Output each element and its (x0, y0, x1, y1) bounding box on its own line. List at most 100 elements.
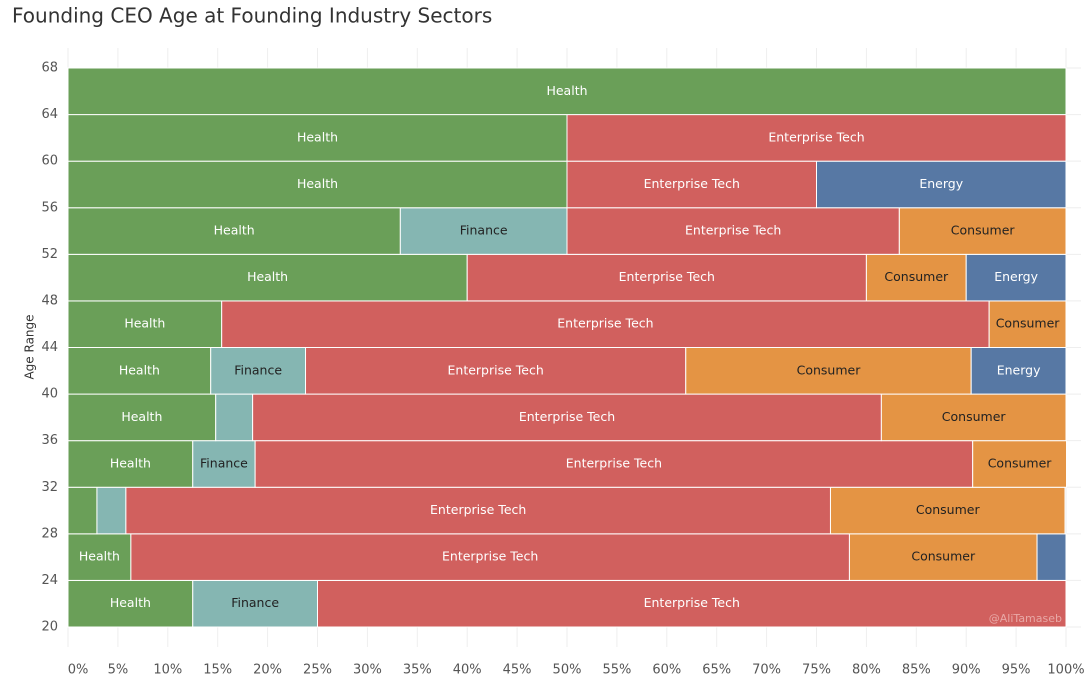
x-tick-label: 10% (153, 663, 182, 678)
x-tick-label: 70% (752, 663, 781, 678)
segment-label: Enterprise Tech (685, 223, 781, 238)
bar-segment (67, 160, 568, 209)
bar-segment (192, 579, 318, 628)
x-tick-label: 35% (403, 663, 432, 678)
y-tick-label: 40 (41, 387, 58, 402)
segment-label: Consumer (996, 316, 1061, 331)
bar-segment (130, 533, 850, 581)
segment-label: Health (110, 455, 151, 470)
segment-label: Consumer (797, 362, 862, 377)
bar-segment (67, 300, 223, 348)
segment-label: Health (247, 269, 288, 284)
x-tick-label: 30% (353, 663, 382, 678)
x-tick-label: 55% (602, 663, 631, 678)
x-tick-label: 60% (652, 663, 681, 678)
bar-segment (988, 300, 1067, 348)
bar-segment (685, 347, 972, 395)
bar-segment (67, 207, 401, 255)
bar-segment (399, 207, 568, 255)
bar-segment (67, 393, 217, 442)
y-tick-label: 20 (41, 620, 58, 635)
bar-segment (965, 253, 1067, 302)
y-tick-label: 28 (41, 526, 58, 541)
bar-segment (317, 579, 1067, 628)
x-tick-label: 80% (852, 663, 881, 678)
bar-segment (67, 253, 468, 302)
x-tick-label: 50% (553, 663, 582, 678)
y-axis-title: Age Range (23, 314, 37, 379)
segment-label: Health (546, 83, 587, 98)
segment-label: Finance (234, 362, 282, 377)
y-tick-label: 48 (41, 293, 58, 308)
y-tick-label: 68 (41, 61, 58, 76)
bar-segment (816, 160, 1067, 209)
y-tick-label: 32 (41, 480, 58, 495)
y-tick-label: 24 (41, 573, 58, 588)
segment-label: Energy (919, 176, 963, 191)
segment-label: Health (124, 316, 165, 331)
y-tick-label: 36 (41, 433, 58, 448)
segment-label: Consumer (916, 502, 981, 517)
bar-segment (67, 114, 568, 162)
segment-label: Consumer (942, 409, 1007, 424)
segment-label: Enterprise Tech (768, 129, 864, 144)
bar-segment (848, 533, 1038, 581)
y-tick-label: 60 (41, 154, 58, 169)
segment-label: Health (110, 595, 151, 610)
segment-label: Enterprise Tech (448, 362, 544, 377)
x-tick-label: 45% (503, 663, 532, 678)
segment-label: Health (297, 129, 338, 144)
segment-label: Health (79, 549, 120, 564)
segment-label: Enterprise Tech (644, 595, 740, 610)
bar-segment (67, 67, 1067, 116)
segment-label: Enterprise Tech (644, 176, 740, 191)
segment-label: Enterprise Tech (442, 549, 538, 564)
segment-label: Enterprise Tech (557, 316, 653, 331)
x-tick-label: 5% (108, 663, 129, 678)
segment-label: Enterprise Tech (519, 409, 615, 424)
x-tick-label: 100% (1047, 663, 1084, 678)
y-tick-label: 64 (41, 107, 58, 122)
bar-segment (898, 207, 1067, 255)
x-tick-label: 15% (203, 663, 232, 678)
segment-label: Finance (200, 455, 248, 470)
segment-label: Energy (994, 269, 1038, 284)
bar-segment (252, 393, 882, 442)
segment-label: Health (214, 223, 255, 238)
x-tick-label: 75% (802, 663, 831, 678)
segment-label: Finance (231, 595, 279, 610)
segment-label: Consumer (884, 269, 949, 284)
y-tick-label: 44 (41, 340, 58, 355)
bar-segment (96, 486, 127, 535)
segment-label: Health (121, 409, 162, 424)
x-tick-label: 20% (253, 663, 282, 678)
bar-segment (972, 440, 1067, 488)
segment-label: Enterprise Tech (619, 269, 715, 284)
bar-segment (566, 160, 817, 209)
x-tick-label: 85% (902, 663, 931, 678)
bar-segment (67, 486, 98, 535)
bar-segment (305, 347, 687, 395)
segment-label: Energy (997, 362, 1041, 377)
bar-segment (970, 347, 1067, 395)
bar-segment (466, 253, 867, 302)
y-tick-label: 52 (41, 247, 58, 262)
bar-segment (125, 486, 831, 535)
bar-segment (215, 393, 254, 442)
x-tick-label: 25% (303, 663, 332, 678)
segment-label: Enterprise Tech (566, 455, 662, 470)
bar-segment (210, 347, 307, 395)
segment-label: Finance (460, 223, 508, 238)
x-tick-label: 65% (702, 663, 731, 678)
segment-label: Enterprise Tech (430, 502, 526, 517)
segment-label: Health (119, 362, 160, 377)
segment-label: Consumer (988, 455, 1053, 470)
bar-segment (566, 114, 1067, 162)
chart-title: Founding CEO Age at Founding Industry Se… (12, 4, 492, 28)
bar-segment (221, 300, 990, 348)
bar-segment (1036, 533, 1067, 581)
x-tick-label: 90% (952, 663, 981, 678)
y-tick-label: 56 (41, 200, 58, 215)
x-tick-label: 95% (1002, 663, 1031, 678)
